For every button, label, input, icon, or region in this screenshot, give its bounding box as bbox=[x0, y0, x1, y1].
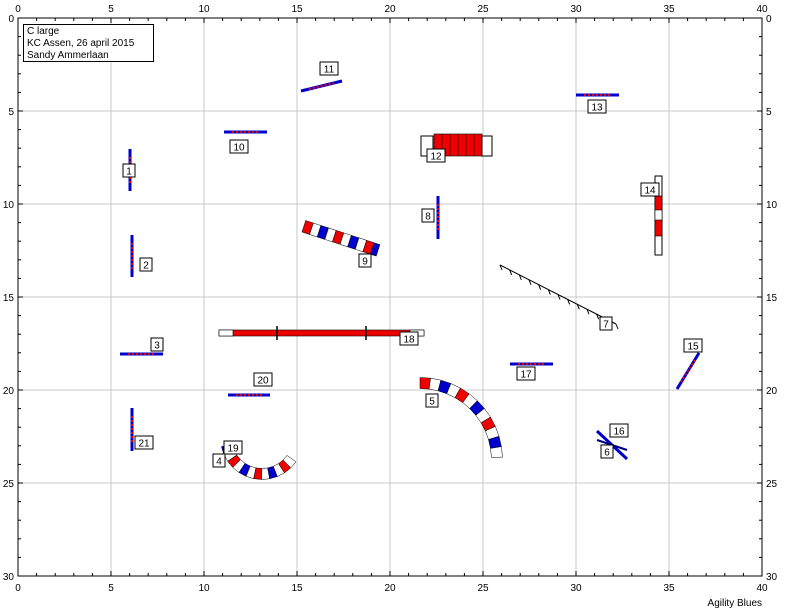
svg-text:17: 17 bbox=[520, 370, 532, 381]
svg-text:12: 12 bbox=[430, 152, 442, 163]
obstacle-number-13: 13 bbox=[587, 99, 607, 114]
x-tick-label-bottom: 10 bbox=[198, 583, 210, 594]
obstacle-number-18: 18 bbox=[399, 331, 419, 346]
svg-text:7: 7 bbox=[603, 320, 609, 331]
course-info-box: C large KC Assen, 26 april 2015 Sandy Am… bbox=[23, 24, 154, 62]
obstacle-number-14: 14 bbox=[640, 182, 660, 197]
y-tick-label-left: 25 bbox=[3, 479, 15, 490]
obstacle-4-19-tunnel bbox=[221, 444, 297, 480]
x-tick-label-top: 40 bbox=[756, 4, 768, 15]
y-tick-label-right: 20 bbox=[766, 386, 778, 397]
obstacle-number-4: 4 bbox=[212, 453, 226, 468]
obstacle-number-7: 7 bbox=[599, 316, 613, 331]
obstacle-number-3: 3 bbox=[150, 337, 164, 352]
y-tick-label-left: 15 bbox=[3, 293, 15, 304]
svg-text:14: 14 bbox=[644, 186, 656, 197]
x-tick-label-top: 30 bbox=[570, 4, 582, 15]
obstacle-number-21: 21 bbox=[134, 435, 154, 450]
svg-text:16: 16 bbox=[613, 427, 625, 438]
svg-text:10: 10 bbox=[233, 143, 245, 154]
svg-text:21: 21 bbox=[138, 439, 150, 450]
obstacle-number-8: 8 bbox=[421, 208, 435, 223]
x-tick-label-bottom: 40 bbox=[756, 583, 768, 594]
course-class: C large bbox=[27, 26, 60, 37]
svg-text:3: 3 bbox=[154, 341, 160, 352]
x-tick-label-bottom: 30 bbox=[570, 583, 582, 594]
grid bbox=[17, 17, 763, 577]
obstacle-number-16: 16 bbox=[609, 423, 629, 438]
y-tick-label-right: 5 bbox=[766, 107, 772, 118]
obstacle-number-5: 5 bbox=[425, 393, 439, 408]
obstacles bbox=[120, 79, 701, 480]
obstacle-18-dogwalk bbox=[218, 326, 425, 340]
y-tick-label-right: 15 bbox=[766, 293, 778, 304]
obstacle-number-6: 6 bbox=[600, 444, 614, 459]
svg-text:4: 4 bbox=[216, 457, 222, 468]
x-tick-label-bottom: 5 bbox=[108, 583, 114, 594]
svg-text:20: 20 bbox=[257, 376, 269, 387]
svg-text:15: 15 bbox=[687, 342, 699, 353]
y-tick-label-left: 0 bbox=[8, 14, 14, 25]
obstacle-9-tire bbox=[301, 220, 381, 257]
footer-brand: Agility Blues bbox=[707, 598, 762, 609]
x-tick-label-bottom: 35 bbox=[663, 583, 675, 594]
obstacle-11-jump bbox=[300, 79, 343, 93]
obstacle-14-table bbox=[654, 175, 663, 256]
y-tick-label-right: 30 bbox=[766, 572, 778, 583]
y-tick-label-left: 10 bbox=[3, 200, 15, 211]
y-tick-label-left: 5 bbox=[8, 107, 14, 118]
x-tick-label-bottom: 15 bbox=[291, 583, 303, 594]
svg-text:8: 8 bbox=[425, 212, 431, 223]
course-event: KC Assen, 26 april 2015 bbox=[27, 38, 135, 49]
x-tick-label-top: 15 bbox=[291, 4, 303, 15]
svg-text:5: 5 bbox=[429, 397, 435, 408]
svg-text:6: 6 bbox=[604, 448, 610, 459]
x-tick-label-top: 10 bbox=[198, 4, 210, 15]
obstacle-number-19: 19 bbox=[223, 440, 243, 455]
svg-text:9: 9 bbox=[362, 257, 368, 268]
x-tick-label-top: 35 bbox=[663, 4, 675, 15]
obstacle-15-jump bbox=[675, 352, 701, 390]
y-tick-label-right: 0 bbox=[766, 14, 772, 25]
x-tick-label-top: 0 bbox=[15, 4, 21, 15]
x-tick-label-top: 25 bbox=[477, 4, 489, 15]
obstacle-number-12: 12 bbox=[426, 148, 446, 163]
x-tick-label-bottom: 20 bbox=[384, 583, 396, 594]
obstacle-number-17: 17 bbox=[516, 366, 536, 381]
obstacle-7-weave bbox=[499, 264, 619, 330]
course-judge: Sandy Ammerlaan bbox=[27, 50, 109, 61]
y-tick-label-left: 20 bbox=[3, 386, 15, 397]
y-tick-label-right: 25 bbox=[766, 479, 778, 490]
x-tick-label-bottom: 0 bbox=[15, 583, 21, 594]
svg-text:13: 13 bbox=[591, 103, 603, 114]
obstacle-number-1: 1 bbox=[122, 163, 136, 178]
obstacle-number-20: 20 bbox=[253, 372, 273, 387]
svg-text:19: 19 bbox=[227, 444, 239, 455]
x-tick-label-top: 5 bbox=[108, 4, 114, 15]
obstacle-number-2: 2 bbox=[139, 257, 153, 272]
svg-text:2: 2 bbox=[143, 261, 149, 272]
obstacle-5-tunnel bbox=[419, 377, 503, 458]
obstacle-number-15: 15 bbox=[683, 338, 703, 353]
x-tick-label-bottom: 25 bbox=[477, 583, 489, 594]
svg-text:11: 11 bbox=[324, 65, 335, 76]
svg-text:1: 1 bbox=[126, 167, 132, 178]
obstacle-number-11: 11 bbox=[319, 61, 339, 76]
y-tick-label-left: 30 bbox=[3, 572, 15, 583]
svg-text:18: 18 bbox=[403, 335, 415, 346]
obstacle-number-9: 9 bbox=[358, 253, 372, 268]
y-tick-label-right: 10 bbox=[766, 200, 778, 211]
obstacle-number-10: 10 bbox=[229, 139, 249, 154]
x-tick-label-top: 20 bbox=[384, 4, 396, 15]
